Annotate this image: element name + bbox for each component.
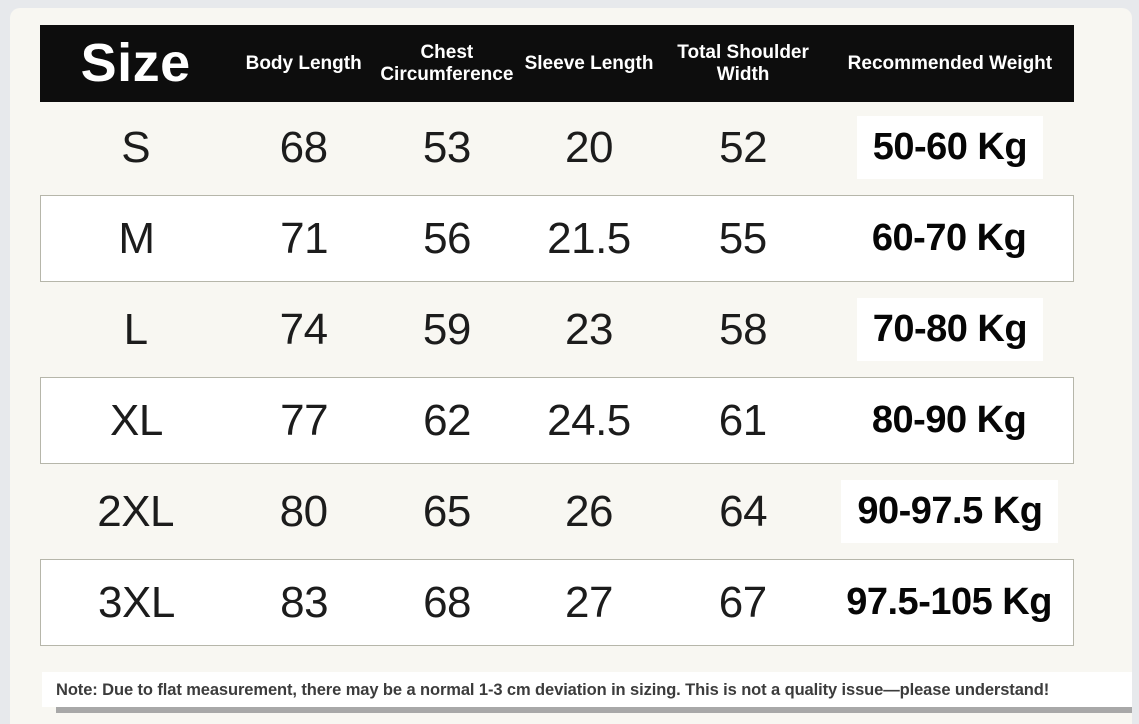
body-length-cell: 74: [279, 304, 328, 354]
body-length-cell: 71: [280, 213, 329, 263]
sleeve-length-cell: 21.5: [547, 213, 631, 263]
size-cell: M: [118, 213, 155, 263]
shoulder-width-cell: 64: [719, 486, 768, 536]
table-row: L 74 59 23 58 70-80 Kg: [40, 284, 1074, 375]
recommended-weight-cell: 70-80 Kg: [826, 298, 1074, 361]
header-recommended-weight: Recommended Weight: [847, 52, 1053, 74]
body-length-cell: 80: [279, 486, 328, 536]
recommended-weight-cell: 80-90 Kg: [825, 389, 1073, 452]
table-row: 3XL 83 68 27 67 97.5-105 Kg: [40, 559, 1074, 646]
sleeve-length-cell: 26: [565, 486, 613, 536]
header-size: Size: [80, 33, 191, 94]
body-length-cell: 83: [280, 577, 329, 627]
table-row: XL 77 62 24.5 61 80-90 Kg: [40, 377, 1074, 464]
shoulder-width-cell: 55: [718, 213, 767, 263]
size-chart-table: Size Body Length Chest Circumference Sle…: [40, 25, 1074, 646]
chest-circumference-cell: 53: [422, 122, 471, 172]
size-cell: XL: [110, 395, 163, 445]
chest-circumference-cell: 56: [423, 213, 472, 263]
chest-circumference-cell: 68: [423, 577, 472, 627]
recommended-weight-cell: 90-97.5 Kg: [826, 480, 1074, 543]
shoulder-width-cell: 58: [719, 304, 768, 354]
weight-value: 80-90 Kg: [871, 399, 1027, 441]
header-chest-circumference: Chest Circumference: [380, 42, 514, 85]
sleeve-length-cell: 23: [565, 304, 613, 354]
size-cell: 3XL: [98, 577, 175, 627]
weight-value: 50-60 Kg: [856, 116, 1044, 179]
note-box: Note: Due to flat measurement, there may…: [42, 672, 1132, 707]
sleeve-length-cell: 20: [565, 122, 613, 172]
bottom-divider-bar: [56, 707, 1132, 713]
body-length-cell: 77: [280, 395, 329, 445]
recommended-weight-cell: 50-60 Kg: [826, 116, 1074, 179]
note-text: Note: Due to flat measurement, there may…: [56, 681, 1050, 699]
weight-value: 70-80 Kg: [856, 298, 1044, 361]
weight-value: 60-70 Kg: [871, 217, 1027, 259]
header-body-length: Body Length: [245, 52, 362, 74]
table-row: M 71 56 21.5 55 60-70 Kg: [40, 195, 1074, 282]
recommended-weight-cell: 60-70 Kg: [825, 207, 1073, 270]
size-cell: L: [123, 304, 148, 354]
weight-value: 90-97.5 Kg: [841, 480, 1059, 543]
size-cell: S: [121, 122, 151, 172]
sleeve-length-cell: 24.5: [547, 395, 631, 445]
shoulder-width-cell: 61: [718, 395, 767, 445]
chest-circumference-cell: 59: [422, 304, 471, 354]
header-sleeve-length: Sleeve Length: [524, 52, 654, 74]
chest-circumference-cell: 62: [423, 395, 472, 445]
table-row: S 68 53 20 52 50-60 Kg: [40, 102, 1074, 193]
chest-circumference-cell: 65: [422, 486, 471, 536]
header-total-shoulder-width: Total Shoulder Width: [677, 42, 809, 85]
body-length-cell: 68: [279, 122, 328, 172]
size-cell: 2XL: [97, 486, 175, 536]
size-chart-card: Size Body Length Chest Circumference Sle…: [10, 8, 1132, 724]
table-header-row: Size Body Length Chest Circumference Sle…: [40, 25, 1074, 102]
shoulder-width-cell: 52: [719, 122, 768, 172]
sleeve-length-cell: 27: [564, 577, 613, 627]
shoulder-width-cell: 67: [718, 577, 767, 627]
recommended-weight-cell: 97.5-105 Kg: [825, 571, 1073, 634]
table-row: 2XL 80 65 26 64 90-97.5 Kg: [40, 466, 1074, 557]
weight-value: 97.5-105 Kg: [846, 581, 1052, 623]
